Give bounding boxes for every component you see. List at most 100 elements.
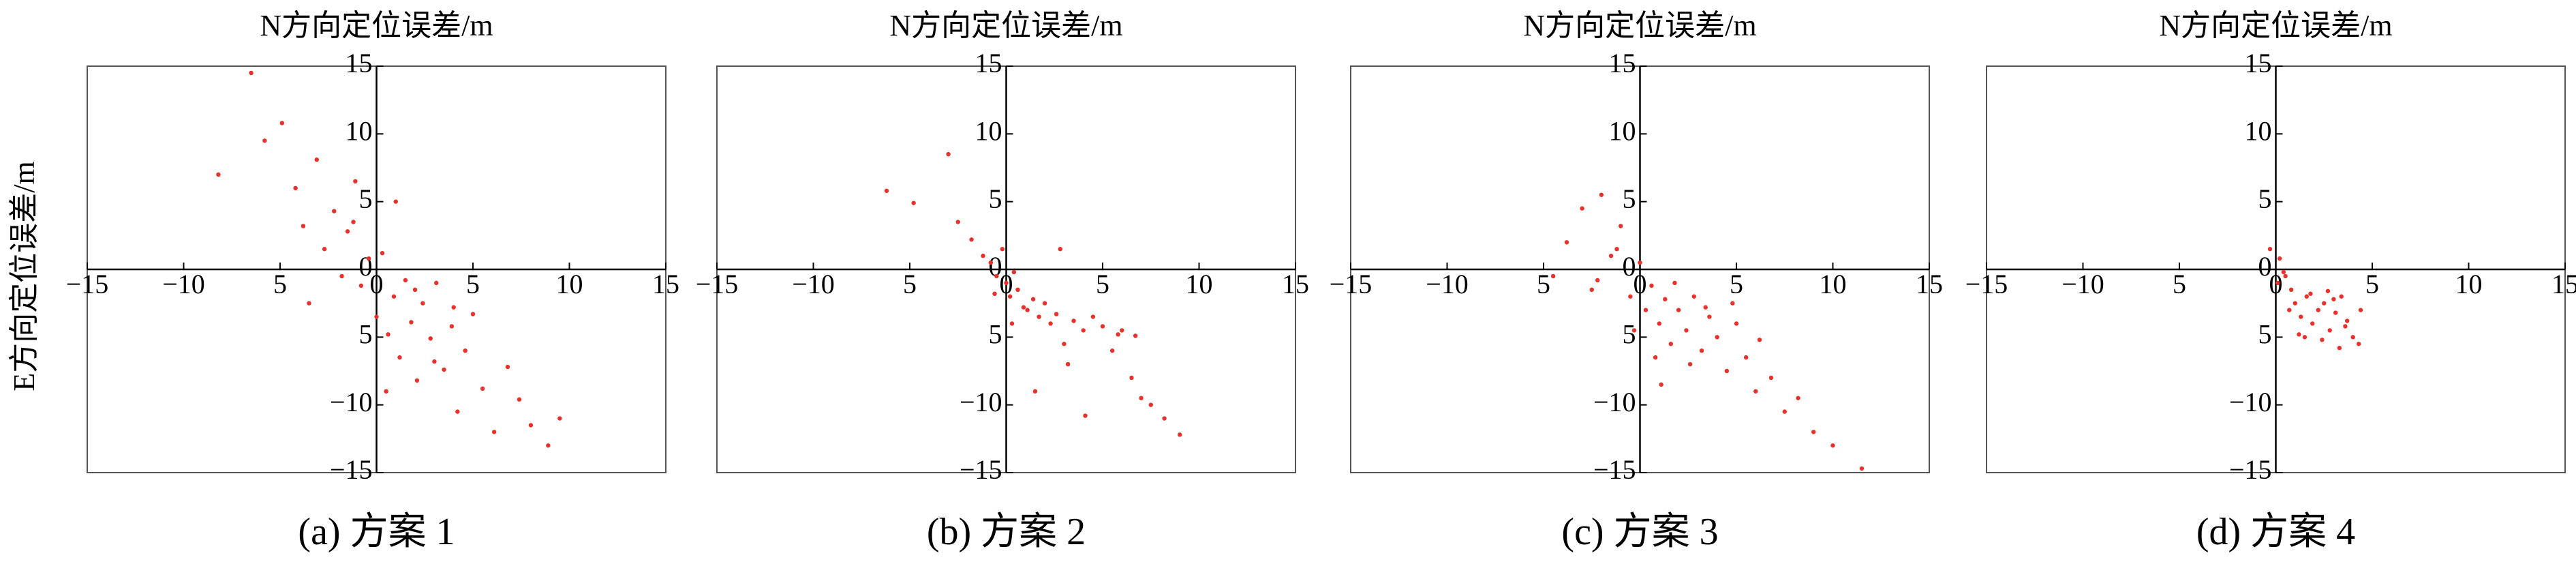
point bbox=[992, 291, 997, 296]
y-tick-label: 5 bbox=[359, 319, 373, 350]
point bbox=[884, 188, 889, 193]
y-tick-label: −10 bbox=[1593, 387, 1636, 417]
point bbox=[517, 397, 522, 402]
point bbox=[1659, 382, 1663, 387]
point bbox=[420, 301, 425, 306]
point bbox=[412, 287, 418, 292]
x-tick-label: −10 bbox=[2061, 269, 2104, 299]
point bbox=[391, 294, 397, 299]
point bbox=[2287, 308, 2292, 312]
point bbox=[1048, 321, 1053, 326]
point bbox=[2343, 324, 2348, 329]
point bbox=[491, 430, 497, 434]
point bbox=[1668, 342, 1673, 346]
y-tick-label: 0 bbox=[989, 251, 1002, 282]
point bbox=[332, 209, 337, 213]
x-tick-label: 15 bbox=[652, 269, 679, 299]
title: N方向定位误差/m bbox=[260, 9, 493, 42]
x-tick-label: −15 bbox=[1965, 269, 2008, 299]
point bbox=[1083, 413, 1088, 418]
point bbox=[414, 378, 420, 383]
title: N方向定位误差/m bbox=[889, 9, 1122, 42]
point bbox=[314, 157, 319, 162]
point bbox=[403, 278, 408, 283]
point bbox=[1589, 287, 1594, 292]
point bbox=[2293, 301, 2297, 306]
point bbox=[528, 423, 534, 428]
x-tick-label: 0 bbox=[1634, 269, 1647, 299]
point bbox=[1638, 260, 1642, 265]
y-tick-label: 15 bbox=[1609, 48, 1636, 78]
point bbox=[2327, 328, 2332, 333]
y-tick-label: 0 bbox=[2258, 251, 2272, 282]
point bbox=[366, 256, 371, 261]
point bbox=[1724, 368, 1730, 374]
y-tick-label: 5 bbox=[359, 183, 373, 214]
point bbox=[2331, 297, 2336, 301]
point bbox=[262, 138, 267, 143]
point bbox=[1081, 328, 1086, 333]
point bbox=[1100, 324, 1105, 329]
point bbox=[1628, 294, 1633, 299]
point bbox=[2345, 318, 2350, 323]
point bbox=[2320, 338, 2325, 342]
point bbox=[345, 229, 350, 234]
point bbox=[955, 220, 960, 224]
point bbox=[351, 220, 356, 224]
point bbox=[1691, 294, 1696, 299]
point bbox=[1109, 348, 1115, 353]
point bbox=[1021, 305, 1026, 310]
point bbox=[2308, 291, 2313, 296]
x-tick-label: −15 bbox=[1330, 269, 1373, 299]
y-tick-label: 0 bbox=[1623, 251, 1636, 282]
y-tick-label: 15 bbox=[975, 48, 1002, 78]
point bbox=[301, 224, 306, 228]
y-tick-label: 0 bbox=[359, 251, 373, 282]
point bbox=[1129, 375, 1134, 381]
x-tick-label: 5 bbox=[1730, 269, 1743, 299]
point bbox=[1550, 273, 1556, 279]
point bbox=[463, 348, 467, 353]
x-tick-label: 10 bbox=[1186, 269, 1213, 299]
point bbox=[994, 273, 999, 279]
point bbox=[374, 314, 379, 319]
point bbox=[1148, 402, 1153, 407]
point bbox=[451, 305, 456, 310]
y-tick-label: 5 bbox=[1623, 183, 1636, 214]
y-tick-label: 10 bbox=[346, 116, 373, 147]
title: N方向定位误差/m bbox=[1523, 9, 1756, 42]
point bbox=[384, 389, 388, 394]
point bbox=[380, 250, 385, 256]
y-tick-label: −15 bbox=[2229, 454, 2272, 485]
point bbox=[2333, 310, 2338, 315]
point bbox=[1178, 432, 1182, 437]
y-tick-label: 10 bbox=[2245, 116, 2272, 147]
x-tick-label: 0 bbox=[2269, 269, 2283, 299]
point bbox=[557, 416, 562, 421]
point bbox=[505, 364, 510, 370]
point bbox=[911, 201, 916, 205]
x-tick-label: 5 bbox=[1096, 269, 1109, 299]
point bbox=[1030, 297, 1036, 301]
y-tick-label: −10 bbox=[330, 387, 373, 417]
point bbox=[1657, 321, 1661, 326]
y-tick-label: 5 bbox=[2258, 319, 2272, 350]
point bbox=[455, 409, 460, 414]
point bbox=[2304, 294, 2309, 299]
point bbox=[1768, 375, 1774, 381]
point bbox=[353, 179, 358, 184]
point bbox=[1000, 247, 1005, 252]
point bbox=[2358, 308, 2363, 312]
x-tick-label: 5 bbox=[273, 269, 287, 299]
point bbox=[442, 367, 446, 372]
point bbox=[1859, 466, 1865, 471]
y-tick-label: 15 bbox=[346, 48, 373, 78]
point bbox=[409, 320, 414, 325]
y-tick-label: −15 bbox=[960, 454, 1002, 485]
y-tick-label: 10 bbox=[1609, 116, 1636, 147]
point bbox=[2356, 342, 2361, 346]
point bbox=[1699, 348, 1704, 353]
y-axis-label: E方向定位误差/m bbox=[7, 161, 41, 391]
x-tick-label: −10 bbox=[1426, 269, 1469, 299]
y-tick-label: 5 bbox=[989, 183, 1002, 214]
